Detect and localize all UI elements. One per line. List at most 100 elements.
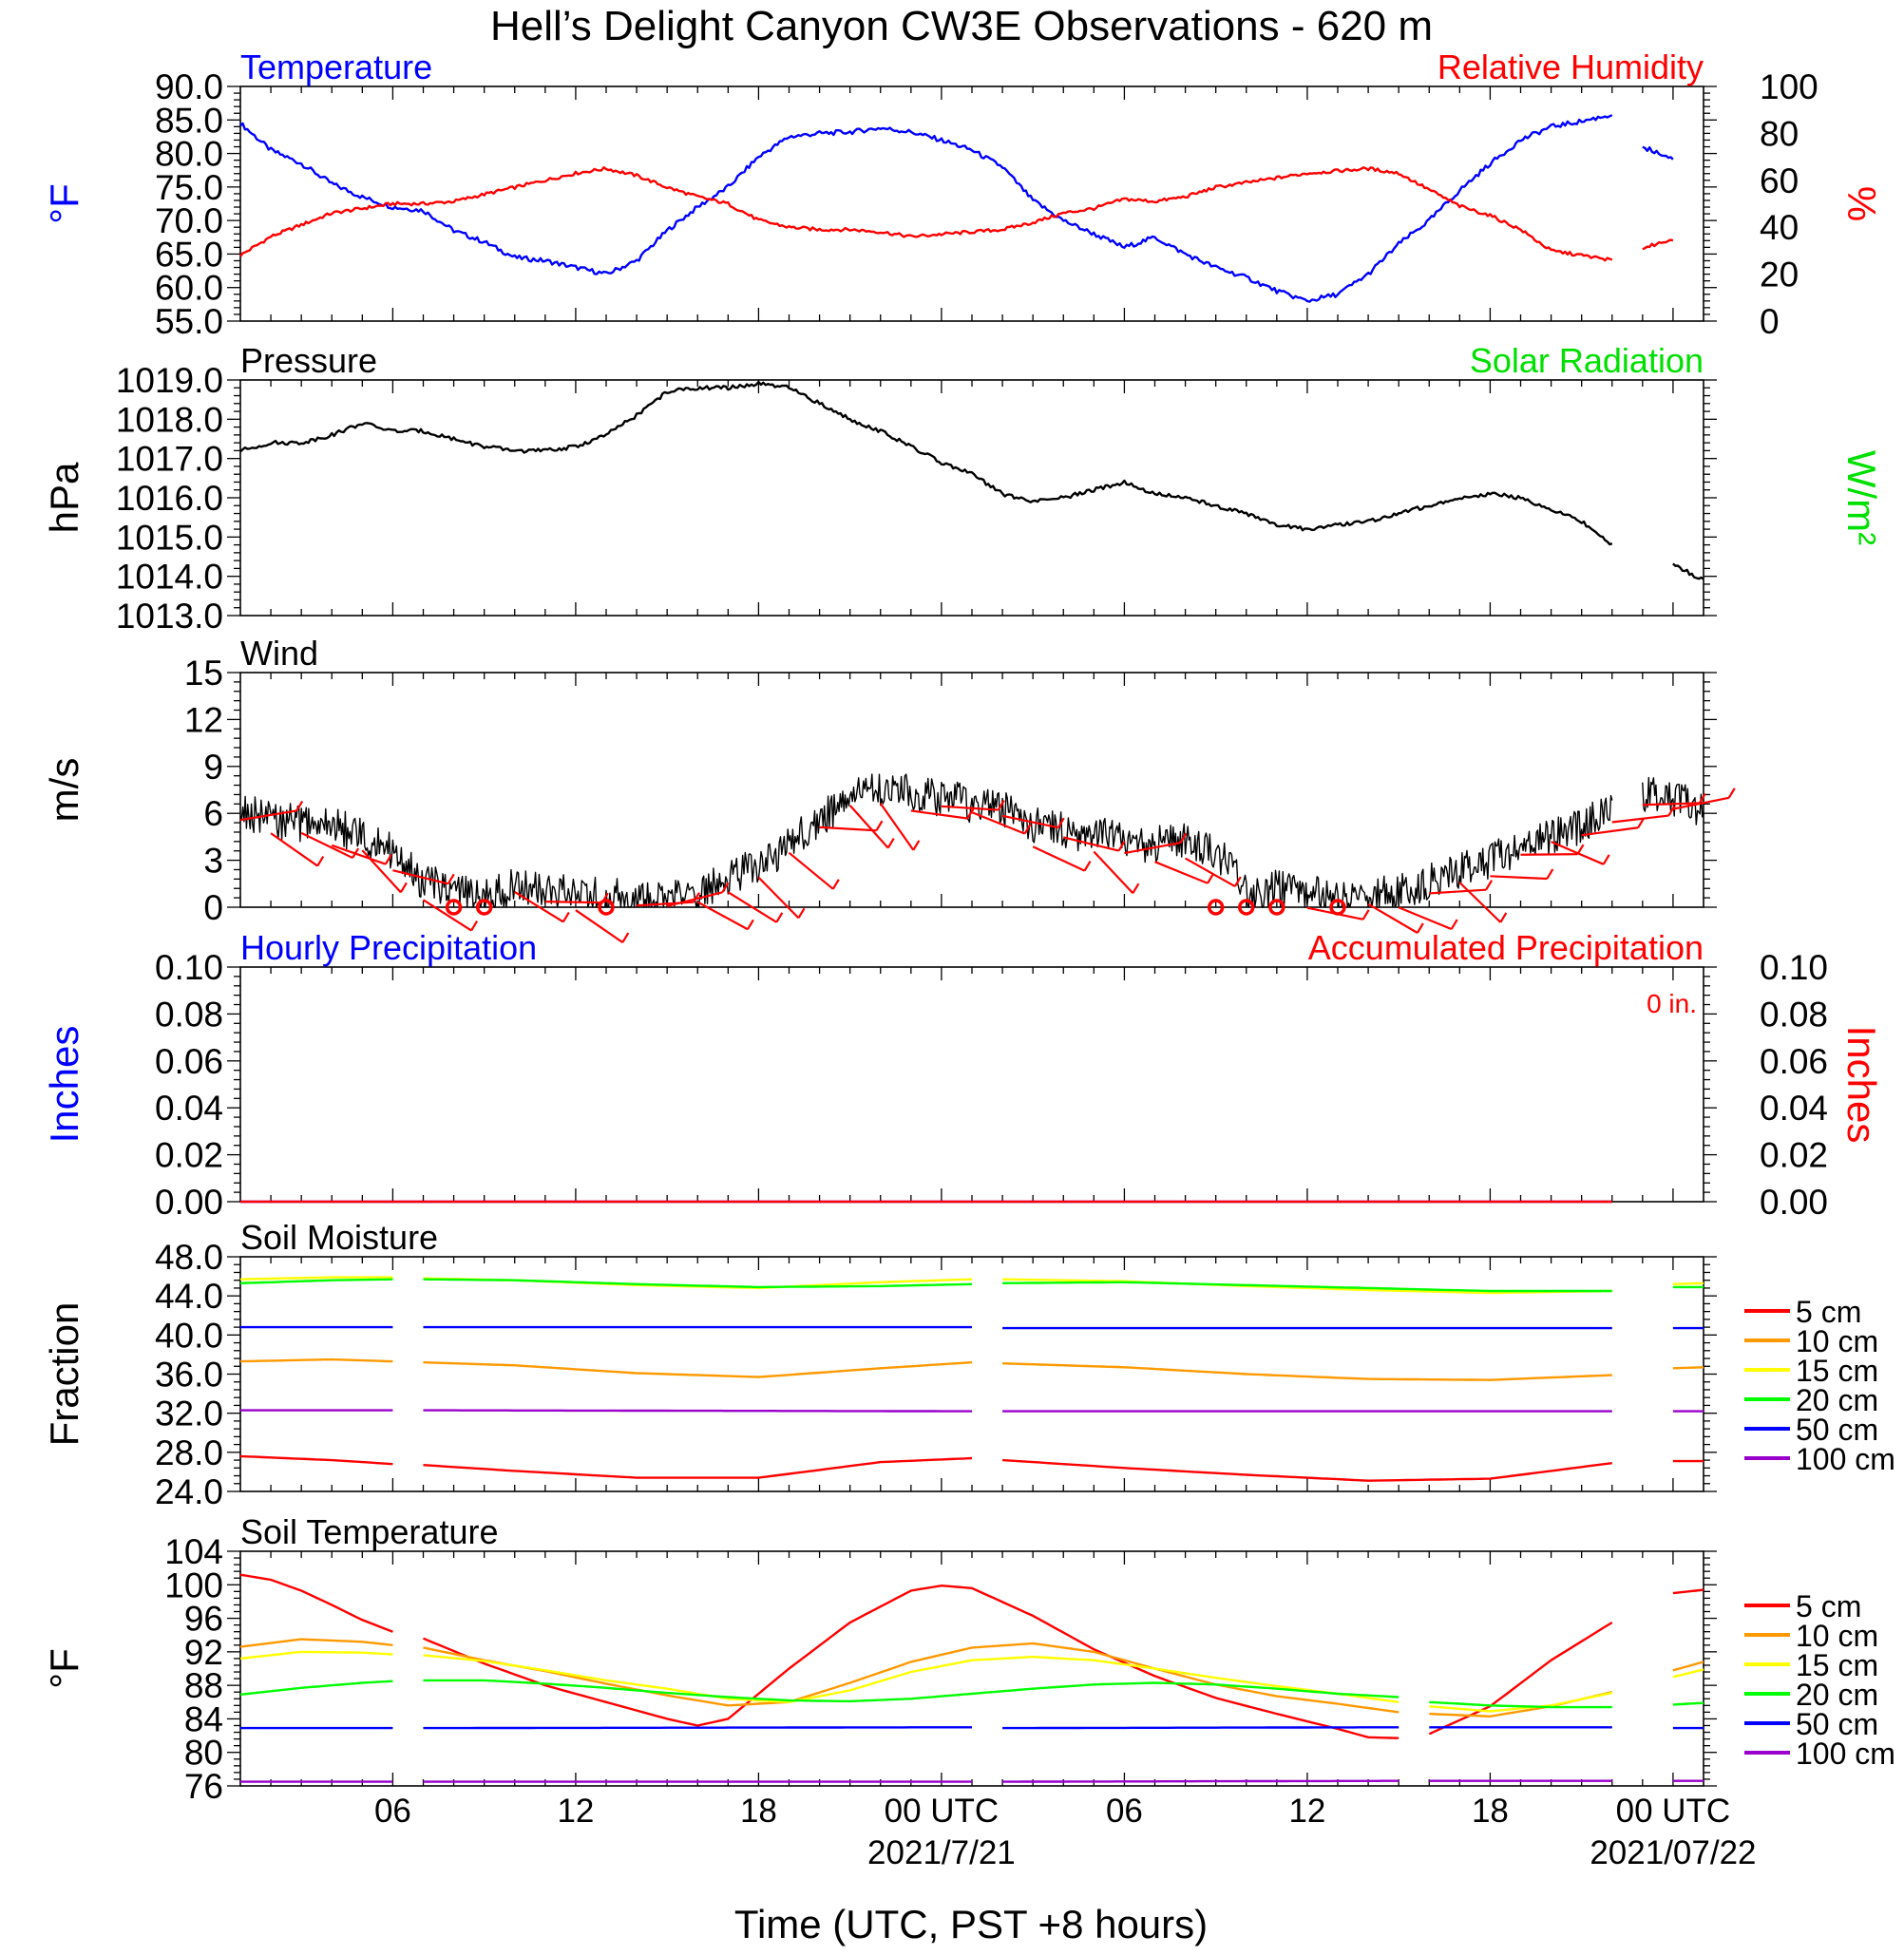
y-tick-label: 104 (164, 1532, 223, 1571)
panel-pressure: 1019.01018.01017.01016.01015.01014.01013… (42, 341, 1884, 636)
wind-calm-marker (598, 899, 615, 916)
y-tick-label: 0.00 (155, 1183, 223, 1222)
y-right-tick-label: 0 (1760, 302, 1780, 341)
wind-barb-flag (1083, 861, 1092, 872)
series-pressure (239, 380, 1613, 546)
wind-barb-flag (1667, 805, 1676, 817)
y-right-tick-label: 60 (1760, 161, 1799, 200)
legend-label: 100 cm (1796, 1737, 1895, 1771)
panel-precip: 0.10 0.08 0.06 0.04 0.02 0.00 0.10 0.08 0.06 0.04… (42, 928, 1884, 1222)
wind-barb-flag (384, 854, 392, 865)
wind-barb-flag (1637, 817, 1646, 828)
series-100-cm (423, 1409, 972, 1413)
wind-barb-flag (912, 840, 921, 851)
wind-barb (1611, 814, 1669, 824)
y-tick-label: 1014.0 (116, 558, 223, 597)
wind-barb-flag (1499, 912, 1508, 923)
wind-barb-flag (1132, 883, 1140, 894)
wind-barb (910, 809, 968, 820)
wind-barb (848, 805, 889, 849)
series-temperature (1642, 145, 1674, 161)
series-20-cm (423, 1278, 973, 1289)
wind-barb (1185, 857, 1236, 888)
series-5-cm (239, 1454, 393, 1466)
series-20-cm (1429, 1700, 1612, 1709)
series-10-cm (1002, 1362, 1612, 1381)
wind-barb (696, 901, 749, 931)
series-10-cm (239, 1638, 393, 1648)
series-5-cm (423, 1456, 973, 1479)
wind-barb (757, 876, 800, 920)
wind-barb (1429, 888, 1487, 895)
x-tick-label: 18 (740, 1793, 777, 1830)
y-tick-label: 0.04 (155, 1089, 223, 1128)
series-20-cm (423, 1679, 1399, 1703)
panel-right-title: Solar Radiation (1470, 341, 1704, 380)
series-50-cm (1002, 1726, 1399, 1730)
wind-barb-flag (621, 932, 630, 943)
y-tick-label: 84 (184, 1699, 223, 1738)
wind-barb (270, 832, 318, 867)
series-group (239, 380, 1704, 580)
wind-barb (1490, 875, 1548, 881)
panel-soil-moisture: 48.044.040.036.032.028.024.0 Soil Moistur… (42, 1218, 1895, 1511)
wind-barb (1551, 841, 1605, 865)
y-tick-label: 6 (203, 794, 223, 833)
wind-barb-flag (470, 920, 479, 932)
wind-barb (361, 849, 402, 894)
legend-label: 5 cm (1796, 1295, 1861, 1329)
y-right-tick-label: 0.02 (1760, 1136, 1828, 1175)
wind-barb (422, 899, 472, 932)
wind-barb-flag (1450, 919, 1458, 930)
y-tick-label: 48.0 (155, 1238, 223, 1277)
wind-barb-flag (1416, 922, 1424, 934)
series-20-cm (1672, 1701, 1704, 1706)
wind-barb (727, 891, 777, 923)
panel-right-title: Relative Humidity (1438, 47, 1704, 86)
panel-frame (239, 1550, 1704, 1787)
series-10-cm (1672, 1366, 1704, 1370)
wind-barb (1367, 902, 1418, 934)
y-tick-label: 75.0 (155, 168, 223, 207)
wind-barb (1093, 850, 1134, 894)
wind-barb-flag (447, 873, 455, 884)
y-tick-label: 15 (184, 654, 223, 693)
series-10-cm (423, 1642, 1399, 1714)
y-axis-label-right: % (1839, 186, 1884, 221)
y-tick-label: 1019.0 (116, 361, 223, 400)
wind-barb (1124, 842, 1181, 855)
y-axis-label-left: °F (42, 1648, 86, 1688)
wind-barb-flag (1207, 873, 1215, 884)
wind-barb-flag (1361, 909, 1370, 921)
y-tick-label: 1017.0 (116, 440, 223, 479)
wind-barb-flag (1233, 876, 1242, 887)
y-right-tick-label: 40 (1760, 208, 1799, 247)
x-tick-label: 06 (374, 1793, 411, 1830)
y-right-tick-label: 0.06 (1760, 1042, 1828, 1081)
wind-barb (300, 831, 353, 860)
wind-barb (1001, 814, 1059, 829)
wind-barb-flag (1485, 880, 1494, 891)
x-axis: 06 12 18 00 UTC 2021/7/21 06 12 18 00 UTC 2021/07… (374, 1793, 1757, 1871)
wind-barb (1398, 906, 1453, 931)
y-tick-label: 44.0 (155, 1277, 223, 1316)
wind-barb-flag (875, 820, 884, 831)
wind-barb-flag (562, 911, 570, 922)
wind-barb (514, 890, 564, 923)
y-tick-label: 1018.0 (116, 400, 223, 439)
x-tick-label: 12 (557, 1793, 594, 1830)
y-tick-label: 100 (164, 1566, 223, 1604)
y-right-tick-label: 80 (1760, 114, 1799, 153)
x-tick-label: 00 UTC (885, 1793, 1000, 1830)
wind-barb (788, 851, 834, 890)
wind-calm-marker (1207, 899, 1225, 916)
wind-barb (331, 844, 387, 865)
panel-left-title: Hourly Precipitation (240, 928, 537, 967)
y-axis-label-left: °F (42, 183, 86, 223)
wind-barb-flag (966, 808, 975, 820)
legend-label: 50 cm (1796, 1707, 1878, 1741)
y-tick-label: 80 (184, 1734, 223, 1773)
wind-barb-flag (1179, 832, 1188, 844)
x-ticks (270, 86, 1674, 321)
legend-label: 15 cm (1796, 1648, 1878, 1682)
